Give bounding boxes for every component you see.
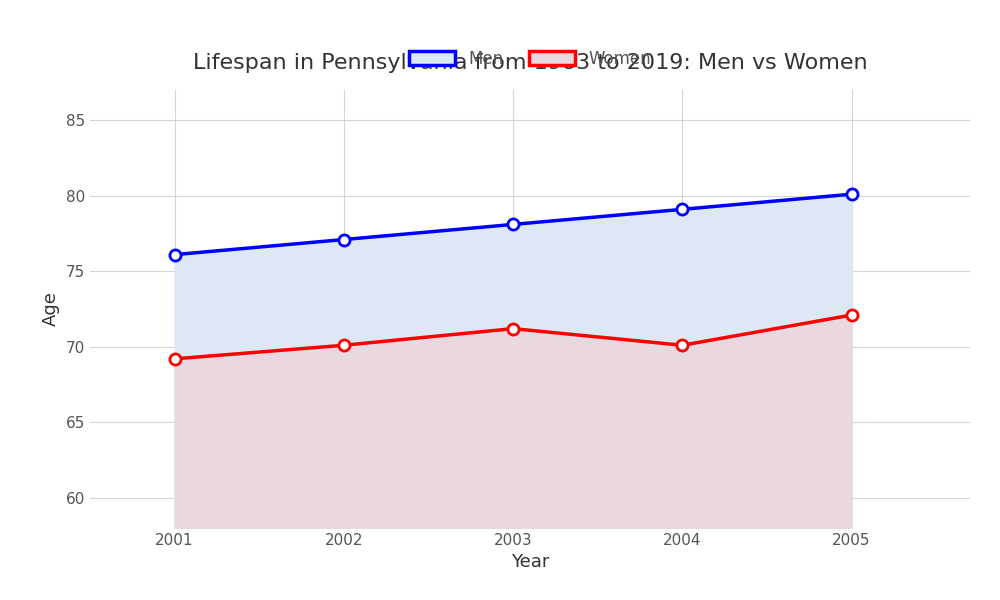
X-axis label: Year: Year: [511, 553, 549, 571]
Title: Lifespan in Pennsylvania from 1983 to 2019: Men vs Women: Lifespan in Pennsylvania from 1983 to 20…: [193, 53, 867, 73]
Legend: Men, Women: Men, Women: [400, 41, 660, 76]
Y-axis label: Age: Age: [42, 292, 60, 326]
